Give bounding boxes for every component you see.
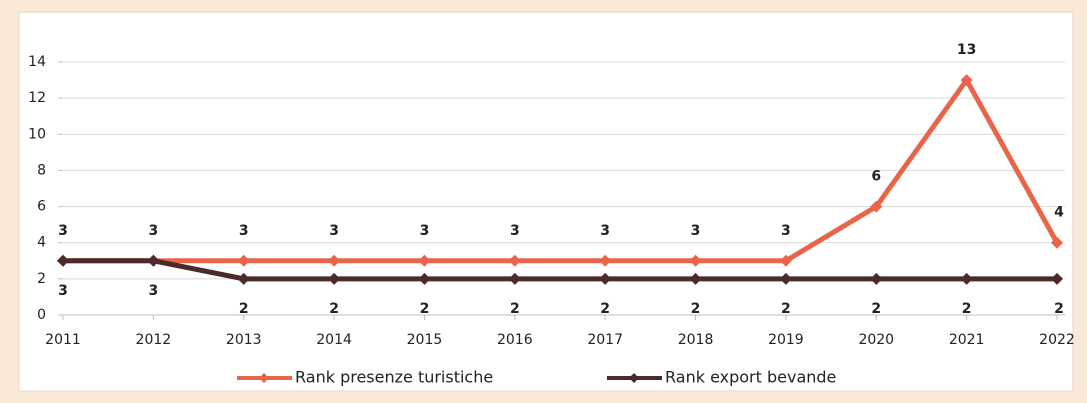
data-label: 2 [871,301,881,317]
series-line [63,75,1060,264]
point-marker [689,272,702,285]
x-tick-label: 2015 [407,332,443,348]
data-label: 3 [148,223,158,239]
point-marker [508,254,521,267]
data-label: 3 [510,223,520,239]
point-marker [870,200,883,213]
point-marker [599,272,612,285]
x-tick-label: 2013 [226,332,262,348]
point-marker [328,272,341,285]
data-label: 3 [691,223,701,239]
point-marker [508,272,521,285]
data-label: 3 [600,223,610,239]
data-label: 6 [871,169,881,185]
x-tick-label: 2022 [1039,332,1075,348]
point-marker [689,254,702,267]
y-tick-label: 2 [37,271,46,287]
legend-marker [259,373,269,383]
data-label: 13 [957,42,976,58]
data-label: 3 [239,223,249,239]
x-tick-label: 2017 [587,332,623,348]
x-tick-label: 2020 [858,332,894,348]
y-tick-label: 0 [37,307,46,323]
point-marker [418,272,431,285]
point-marker [237,254,250,267]
data-label: 3 [58,223,68,239]
y-tick-label: 4 [37,235,46,251]
point-marker [960,74,973,87]
series-line [63,258,1057,282]
x-tick-label: 2011 [45,332,81,348]
data-label: 3 [781,223,791,239]
point-marker [1051,272,1063,285]
data-label: 2 [239,301,249,317]
data-label: 2 [781,301,791,317]
y-tick-label: 14 [28,54,46,70]
y-tick-label: 8 [37,162,46,178]
data-label: 2 [691,301,701,317]
data-label: 3 [329,223,339,239]
x-tick-label: 2014 [316,332,352,348]
x-tick-label: 2016 [497,332,533,348]
x-tick-label: 2019 [768,332,804,348]
legend-label: Rank presenze turistiche [295,368,493,387]
point-marker [1051,236,1063,249]
point-marker [57,254,69,267]
legend-label: Rank export bevande [665,368,836,387]
data-label: 3 [148,283,158,299]
legend-marker [629,373,639,383]
data-label: 2 [329,301,339,317]
plot-panel [18,11,1074,392]
y-tick-label: 10 [28,126,46,142]
point-marker [147,254,160,267]
point-marker [418,254,431,267]
data-label: 4 [1054,205,1064,221]
point-marker [599,254,612,267]
x-tick-label: 2018 [678,332,714,348]
y-tick-label: 6 [37,199,46,215]
point-marker [237,272,250,285]
data-label: 3 [58,283,68,299]
point-marker [328,254,341,267]
data-label: 2 [420,301,430,317]
point-marker [870,272,883,285]
x-tick-label: 2012 [136,332,172,348]
point-marker [779,272,792,285]
data-label: 2 [1054,301,1064,317]
y-tick-label: 12 [28,90,46,106]
data-label: 3 [420,223,430,239]
data-label: 2 [510,301,520,317]
point-marker [960,272,973,285]
data-label: 2 [962,301,972,317]
data-label: 2 [600,301,610,317]
point-marker [779,254,792,267]
x-tick-label: 2021 [949,332,985,348]
